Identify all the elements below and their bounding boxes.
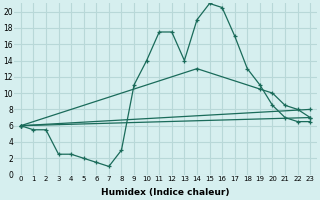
- X-axis label: Humidex (Indice chaleur): Humidex (Indice chaleur): [101, 188, 230, 197]
